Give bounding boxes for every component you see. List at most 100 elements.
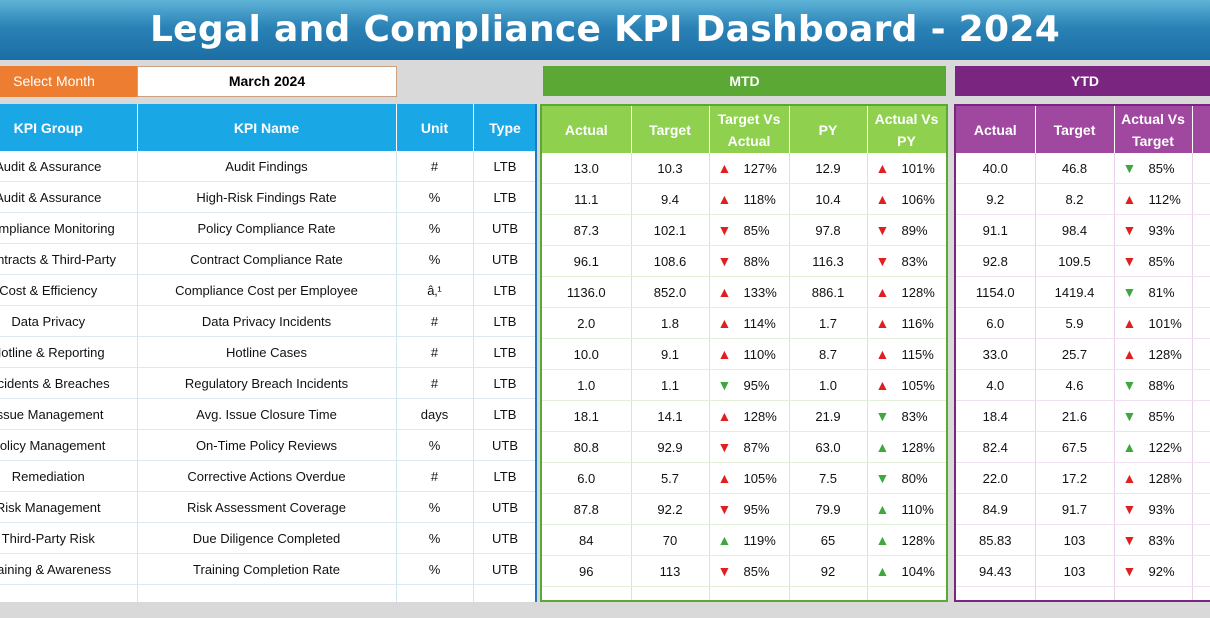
mtd-py-cell: 92 bbox=[789, 555, 868, 587]
percent-value: 122% bbox=[1148, 440, 1182, 455]
arrow-down-icon: ▼ bbox=[1122, 377, 1137, 393]
mtd-actual-vs-py-cell: ▲ 110% bbox=[867, 493, 946, 525]
percent-value: 101% bbox=[901, 161, 935, 176]
unit-header: Unit bbox=[396, 104, 474, 151]
table-row: 6.0 5.9 ▲ 101% bbox=[956, 307, 1210, 339]
kpi-group-cell: Cost & Efficiency bbox=[0, 274, 138, 306]
mtd-actual-vs-py-cell: ▲ 128% bbox=[867, 276, 946, 308]
arrow-down-icon: ▼ bbox=[1122, 563, 1137, 579]
percent-value: 92% bbox=[1148, 564, 1175, 579]
table-row: 33.0 25.7 ▲ 128% bbox=[956, 338, 1210, 370]
arrow-down-icon: ▼ bbox=[875, 253, 890, 269]
ytd-actual-cell: 85.83 bbox=[956, 524, 1036, 556]
mtd-target-cell: 113 bbox=[631, 555, 710, 587]
arrow-down-icon: ▼ bbox=[1122, 222, 1137, 238]
kpi-name-cell: Hotline Cases bbox=[137, 336, 397, 368]
kpi-name-cell: Risk Assessment Coverage bbox=[137, 491, 397, 523]
arrow-up-icon: ▲ bbox=[717, 346, 732, 362]
mtd-target-vs-actual-cell: ▲ 105% bbox=[709, 462, 790, 494]
percent-value: 80% bbox=[901, 471, 928, 486]
percent-value: 128% bbox=[1148, 347, 1182, 362]
ytd-overflow-cell bbox=[1192, 431, 1210, 463]
ytd-actual-vs-target-cell: ▲ 112% bbox=[1114, 183, 1193, 215]
table-row: Remediation Corrective Actions Overdue # LT… bbox=[0, 460, 535, 492]
mtd-actual-vs-py-cell: ▲ 104% bbox=[867, 555, 946, 587]
mtd-target-vs-actual-cell: ▼ 85% bbox=[709, 555, 790, 587]
mtd-target-vs-actual-cell: ▲ 133% bbox=[709, 276, 790, 308]
empty-cell bbox=[137, 584, 397, 602]
kpi-name-cell: High-Risk Findings Rate bbox=[137, 181, 397, 213]
unit-cell: # bbox=[396, 151, 474, 182]
ytd-overflow-cell bbox=[1192, 400, 1210, 432]
unit-cell: % bbox=[396, 429, 474, 461]
ytd-actual-cell: 33.0 bbox=[956, 338, 1036, 370]
arrow-up-icon: ▲ bbox=[875, 439, 890, 455]
mtd-actual-vs-py-cell: ▼ 83% bbox=[867, 400, 946, 432]
month-dropdown[interactable]: March 2024 bbox=[137, 66, 397, 97]
percent-value: 115% bbox=[901, 347, 934, 362]
ytd-actual-vs-target-cell: ▼ 92% bbox=[1114, 555, 1193, 587]
mtd-target-cell: 1.1 bbox=[631, 369, 710, 401]
mtd-table: Actual Target Target Vs Actual PY Actual Vs … bbox=[542, 106, 946, 600]
ytd-actual-cell: 92.8 bbox=[956, 245, 1036, 277]
mtd-target-cell: 9.1 bbox=[631, 338, 710, 370]
ytd-actual-header: Actual bbox=[956, 106, 1036, 153]
table-row: 96.1 108.6 ▼ 88% 116.3 ▼ 83% bbox=[542, 245, 946, 277]
unit-cell: â‚¹ bbox=[396, 274, 474, 306]
mtd-target-vs-actual-cell: ▲ 110% bbox=[709, 338, 790, 370]
arrow-up-icon: ▲ bbox=[875, 191, 890, 207]
kpi-group-cell: Third-Party Risk bbox=[0, 522, 138, 554]
type-cell: LTB bbox=[473, 274, 535, 306]
percent-value: 95% bbox=[743, 378, 770, 393]
kpi-name-cell: On-Time Policy Reviews bbox=[137, 429, 397, 461]
table-row: 87.8 92.2 ▼ 95% 79.9 ▲ 110% bbox=[542, 493, 946, 525]
table-row: Audit & Assurance High-Risk Findings Rate… bbox=[0, 181, 535, 213]
percent-value: 89% bbox=[901, 223, 928, 238]
table-row: 1154.0 1419.4 ▼ 81% bbox=[956, 276, 1210, 308]
table-row: Policy Management On-Time Policy Reviews%… bbox=[0, 429, 535, 461]
mtd-py-cell: 8.7 bbox=[789, 338, 868, 370]
percent-value: 83% bbox=[901, 254, 928, 269]
mtd-target-vs-actual-cell: ▼ 88% bbox=[709, 245, 790, 277]
unit-cell: # bbox=[396, 336, 474, 368]
empty-cell bbox=[473, 584, 535, 602]
percent-value: 106% bbox=[901, 192, 935, 207]
table-row: 18.4 21.6 ▼ 85% bbox=[956, 400, 1210, 432]
unit-cell: % bbox=[396, 491, 474, 523]
mtd-actual-cell: 96.1 bbox=[542, 245, 632, 277]
mtd-py-cell: 10.4 bbox=[789, 183, 868, 215]
arrow-down-icon: ▼ bbox=[1122, 408, 1137, 424]
mtd-actual-cell: 11.1 bbox=[542, 183, 632, 215]
table-row: Cost & Efficiency Compliance Cost per Emp… bbox=[0, 274, 535, 306]
ytd-overflow-cell bbox=[1192, 214, 1210, 246]
empty-cell bbox=[867, 586, 946, 600]
mtd-py-cell: 63.0 bbox=[789, 431, 868, 463]
mtd-target-cell: 9.4 bbox=[631, 183, 710, 215]
arrow-down-icon: ▼ bbox=[717, 501, 732, 517]
ytd-actual-cell: 82.4 bbox=[956, 431, 1036, 463]
ytd-actual-vs-target-cell: ▲ 101% bbox=[1114, 307, 1193, 339]
unit-cell: # bbox=[396, 367, 474, 399]
table-row: 92.8 109.5 ▼ 85% bbox=[956, 245, 1210, 277]
percent-value: 104% bbox=[901, 564, 935, 579]
kpi-group-cell: Issue Management bbox=[0, 398, 138, 430]
unit-cell: days bbox=[396, 398, 474, 430]
arrow-up-icon: ▲ bbox=[875, 160, 890, 176]
arrow-down-icon: ▼ bbox=[717, 253, 732, 269]
mtd-target-vs-actual-cell: ▼ 95% bbox=[709, 493, 790, 525]
type-cell: UTB bbox=[473, 429, 535, 461]
percent-value: 88% bbox=[743, 254, 770, 269]
arrow-up-icon: ▲ bbox=[1122, 346, 1137, 362]
arrow-down-icon: ▼ bbox=[875, 408, 890, 424]
type-cell: UTB bbox=[473, 553, 535, 585]
mtd-target-vs-actual-cell: ▼ 95% bbox=[709, 369, 790, 401]
percent-value: 85% bbox=[743, 564, 770, 579]
table-row: Issue Management Avg. Issue Closure Time d… bbox=[0, 398, 535, 430]
ytd-actual-vs-target-cell: ▲ 122% bbox=[1114, 431, 1193, 463]
percent-value: 85% bbox=[1148, 254, 1175, 269]
table-row: 84 70 ▲ 119% 65 ▲ 128% bbox=[542, 524, 946, 556]
mtd-target-cell: 5.7 bbox=[631, 462, 710, 494]
percent-value: 128% bbox=[901, 440, 935, 455]
ytd-overflow-cell bbox=[1192, 524, 1210, 556]
mtd-panel: Actual Target Target Vs Actual PY Actual Vs … bbox=[540, 104, 948, 602]
